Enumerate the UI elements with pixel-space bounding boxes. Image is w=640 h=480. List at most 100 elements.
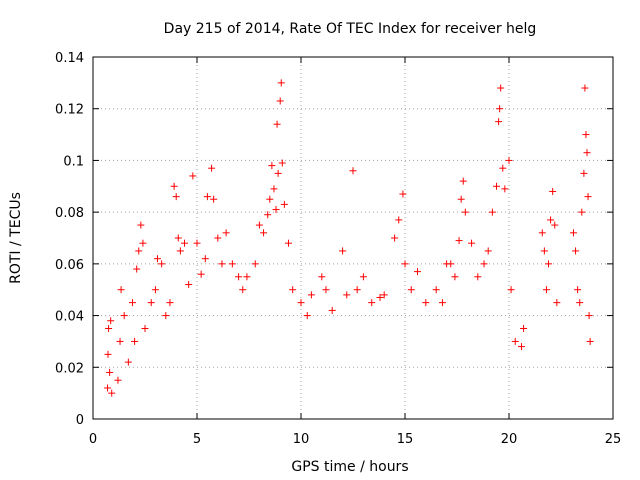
data-point <box>578 208 586 216</box>
y-tick-label: 0.06 <box>55 258 84 273</box>
data-point <box>201 255 209 263</box>
data-point <box>266 195 274 203</box>
data-point <box>273 120 281 128</box>
data-point <box>380 291 388 299</box>
data-point <box>353 286 361 294</box>
data-point <box>499 164 507 172</box>
data-point <box>376 293 384 301</box>
data-point <box>289 286 297 294</box>
data-point <box>117 286 125 294</box>
data-point <box>511 337 519 345</box>
y-tick-label: 0.02 <box>55 361 84 376</box>
data-point <box>151 286 159 294</box>
data-point <box>214 234 222 242</box>
x-tick-label: 20 <box>501 432 518 447</box>
data-point <box>105 325 113 332</box>
data-point <box>218 260 226 268</box>
data-point <box>495 118 503 126</box>
data-point <box>174 234 182 242</box>
data-point <box>585 312 593 320</box>
data-point <box>507 286 515 294</box>
data-point <box>580 169 588 177</box>
data-point <box>359 273 367 281</box>
data-point <box>268 162 276 170</box>
data-point <box>484 247 492 255</box>
data-point <box>496 105 504 113</box>
data-point <box>239 286 247 294</box>
data-point <box>170 182 178 190</box>
data-point <box>203 193 211 201</box>
data-point <box>255 221 263 229</box>
data-point <box>517 343 525 351</box>
data-point <box>172 193 180 201</box>
data-point <box>270 185 278 193</box>
data-point <box>569 229 577 237</box>
data-point <box>488 208 496 216</box>
data-point <box>243 273 251 281</box>
data-point <box>457 195 465 203</box>
data-point <box>210 195 218 203</box>
data-point <box>260 229 268 237</box>
data-point <box>493 182 501 190</box>
data-point <box>158 260 166 268</box>
data-point <box>474 273 482 281</box>
data-point <box>391 234 399 242</box>
data-point <box>545 260 553 268</box>
data-point <box>139 239 147 247</box>
data-point <box>264 211 272 219</box>
data-point <box>107 317 115 325</box>
data-point <box>395 216 403 224</box>
x-tick-label: 10 <box>293 432 310 447</box>
data-point <box>108 389 116 397</box>
y-tick-label: 0.12 <box>55 103 84 118</box>
data-point <box>576 299 584 307</box>
data-point <box>120 312 128 320</box>
data-point <box>137 221 145 229</box>
data-point <box>114 376 122 384</box>
data-point <box>131 337 139 345</box>
data-point <box>189 172 197 180</box>
x-tick-label: 15 <box>397 432 414 447</box>
data-point <box>116 337 124 345</box>
data-point <box>303 312 311 320</box>
data-point <box>468 239 476 247</box>
data-point <box>339 247 347 255</box>
data-point <box>574 286 582 294</box>
data-point <box>153 255 161 263</box>
y-tick-label: 0.04 <box>55 310 84 325</box>
data-point <box>547 216 555 224</box>
y-axis-label: ROTI / TECUs <box>8 192 24 284</box>
data-point <box>135 247 143 255</box>
data-point <box>583 149 591 157</box>
data-point <box>413 268 421 276</box>
data-point <box>193 239 201 247</box>
data-point <box>459 177 467 185</box>
y-tick-label: 0.1 <box>63 154 84 169</box>
data-point <box>328 306 336 314</box>
data-point <box>538 229 546 237</box>
data-point <box>251 260 259 268</box>
data-point <box>197 270 205 278</box>
data-point <box>349 167 357 175</box>
data-point <box>540 247 548 255</box>
data-point <box>432 286 440 294</box>
data-point <box>176 247 184 255</box>
data-point <box>307 291 315 299</box>
data-point <box>542 286 550 294</box>
data-point <box>586 337 594 345</box>
data-point <box>581 84 589 92</box>
data-point <box>582 131 590 139</box>
data-point <box>277 79 285 87</box>
y-tick-label: 0.08 <box>55 206 84 221</box>
data-point <box>285 239 293 247</box>
x-axis-label: GPS time / hours <box>291 459 408 475</box>
data-point <box>438 299 446 307</box>
data-point <box>141 325 149 332</box>
data-point <box>505 156 513 164</box>
x-tick-label: 5 <box>193 432 201 447</box>
data-point <box>343 291 351 299</box>
data-point <box>181 239 189 247</box>
data-point <box>455 237 463 245</box>
data-point <box>520 325 528 332</box>
data-point <box>104 384 112 392</box>
